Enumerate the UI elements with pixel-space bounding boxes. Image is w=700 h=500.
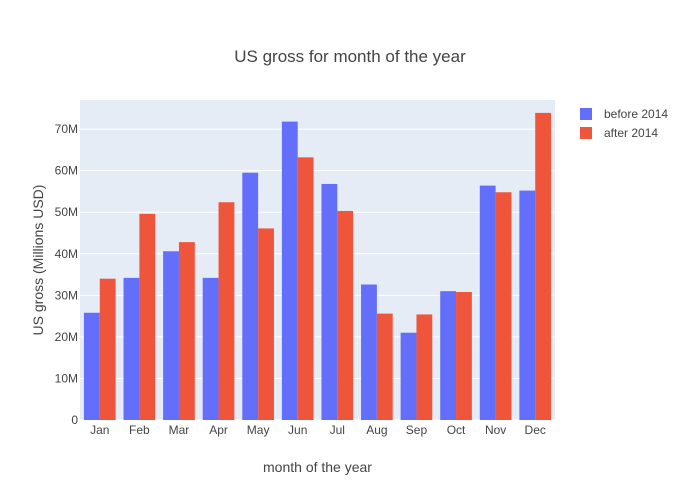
bar-dec-series-1 <box>519 190 536 420</box>
bar-feb-series-1 <box>123 277 140 420</box>
x-tick-label: Jul <box>330 423 345 437</box>
x-tick-labels: Jan Feb Mar Apr May Jun Jul Aug Sep Oct Nov Dec <box>90 423 546 437</box>
x-tick-label: Aug <box>366 423 387 437</box>
y-tick-label: 60M <box>55 164 78 178</box>
x-tick-label: Apr <box>209 423 228 437</box>
bar-jan-series-2 <box>99 278 116 420</box>
legend: before 2014 after 2014 <box>580 107 668 140</box>
x-tick-label: Dec <box>525 423 546 437</box>
bar-dec-series-2 <box>535 112 552 420</box>
bar-jun-series-1 <box>281 121 298 421</box>
y-tick-label: 50M <box>55 205 78 219</box>
bar-may-series-1 <box>242 172 259 420</box>
y-tick-labels: 0 10M 20M 30M 40M 50M 60M 70M <box>55 122 79 427</box>
bars <box>83 112 552 421</box>
gridlines <box>80 128 555 421</box>
bar-apr-series-2 <box>218 202 235 420</box>
legend-label: after 2014 <box>604 126 658 140</box>
x-tick-label: Oct <box>447 423 466 437</box>
x-tick-label: Jun <box>288 423 307 437</box>
bar-jul-series-2 <box>337 210 354 420</box>
bar-sep-series-2 <box>416 314 433 420</box>
bar-oct-series-2 <box>456 292 472 420</box>
bar-jun-series-2 <box>297 157 314 420</box>
bar-jan-series-1 <box>83 312 100 420</box>
y-tick-label: 10M <box>55 371 78 385</box>
bar-mar-series-1 <box>163 251 179 420</box>
chart-title: US gross for month of the year <box>234 47 466 66</box>
bar-may-series-2 <box>258 228 274 420</box>
x-tick-label: Sep <box>406 423 428 437</box>
y-tick-label: 70M <box>55 122 78 136</box>
bar-feb-series-2 <box>139 213 156 420</box>
bar-nov-series-2 <box>495 192 512 420</box>
plot-area <box>80 100 555 420</box>
x-tick-label: May <box>247 423 270 437</box>
bar-aug-series-2 <box>376 313 393 420</box>
x-tick-label: Nov <box>485 423 506 437</box>
x-tick-label: Jan <box>90 423 109 437</box>
bar-aug-series-1 <box>361 284 377 420</box>
legend-swatch <box>580 108 592 120</box>
bar-nov-series-1 <box>479 185 496 420</box>
bar-sep-series-1 <box>400 332 417 420</box>
bar-apr-series-1 <box>202 277 219 420</box>
y-tick-label: 20M <box>55 330 78 344</box>
y-tick-label: 30M <box>55 288 78 302</box>
bar-oct-series-1 <box>440 291 457 420</box>
legend-label: before 2014 <box>604 107 668 121</box>
x-tick-label: Feb <box>129 423 150 437</box>
y-axis-title: US gross (Millions USD) <box>30 185 46 336</box>
x-axis-title: month of the year <box>263 459 372 475</box>
bar-jul-series-1 <box>321 183 338 420</box>
legend-swatch <box>580 127 592 139</box>
y-tick-label: 0 <box>71 413 78 427</box>
y-tick-label: 40M <box>55 247 78 261</box>
bar-mar-series-2 <box>178 242 195 420</box>
x-tick-label: Mar <box>169 423 190 437</box>
